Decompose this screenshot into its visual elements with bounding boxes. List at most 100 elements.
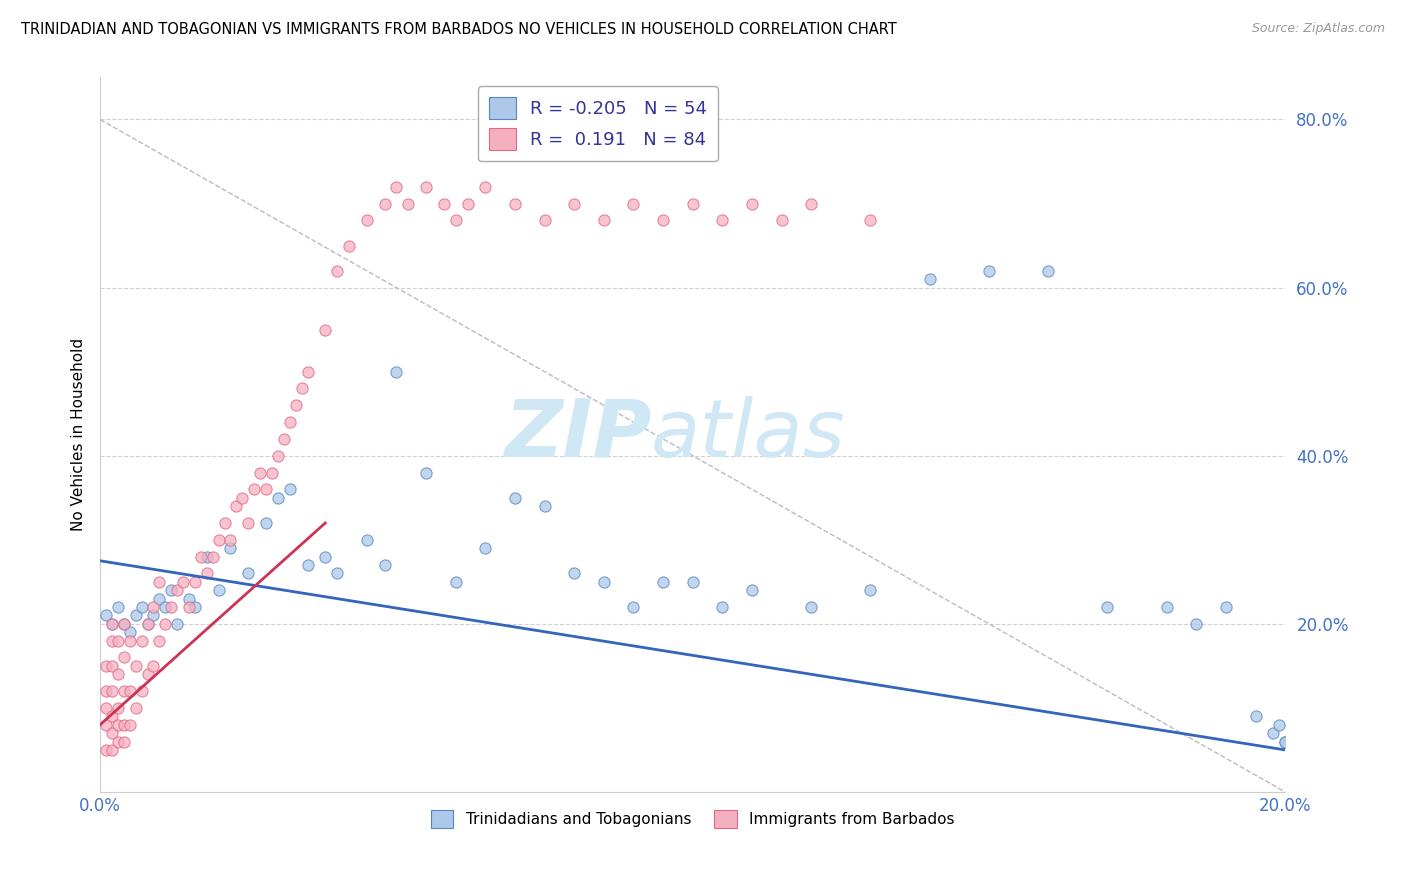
- Text: Source: ZipAtlas.com: Source: ZipAtlas.com: [1251, 22, 1385, 36]
- Point: [94, 717, 117, 731]
- Point: [623, 600, 645, 615]
- Point: [136, 616, 159, 631]
- Point: [101, 726, 124, 740]
- Point: [112, 717, 135, 731]
- Point: [112, 734, 135, 748]
- Point: [172, 574, 194, 589]
- Point: [503, 196, 526, 211]
- Point: [125, 658, 148, 673]
- Point: [208, 533, 231, 547]
- Point: [267, 449, 290, 463]
- Point: [415, 179, 437, 194]
- Point: [214, 516, 236, 530]
- Point: [131, 633, 153, 648]
- Point: [433, 196, 456, 211]
- Point: [101, 709, 124, 723]
- Point: [148, 633, 170, 648]
- Point: [155, 600, 177, 615]
- Point: [94, 658, 117, 673]
- Point: [682, 574, 704, 589]
- Point: [770, 213, 793, 227]
- Text: atlas: atlas: [651, 396, 846, 474]
- Point: [444, 213, 467, 227]
- Point: [112, 684, 135, 698]
- Point: [148, 591, 170, 606]
- Point: [101, 684, 124, 698]
- Point: [112, 616, 135, 631]
- Point: [238, 516, 260, 530]
- Point: [337, 238, 360, 252]
- Point: [859, 583, 882, 598]
- Point: [225, 499, 247, 513]
- Point: [1244, 709, 1267, 723]
- Point: [142, 600, 165, 615]
- Point: [118, 633, 141, 648]
- Point: [859, 213, 882, 227]
- Point: [385, 179, 408, 194]
- Point: [533, 499, 555, 513]
- Point: [148, 574, 170, 589]
- Text: ZIP: ZIP: [503, 396, 651, 474]
- Point: [112, 650, 135, 665]
- Point: [1038, 264, 1060, 278]
- Point: [278, 483, 301, 497]
- Point: [208, 583, 231, 598]
- Point: [184, 574, 207, 589]
- Point: [291, 382, 314, 396]
- Point: [107, 717, 129, 731]
- Point: [249, 466, 271, 480]
- Point: [243, 483, 266, 497]
- Point: [142, 608, 165, 623]
- Point: [254, 483, 277, 497]
- Y-axis label: No Vehicles in Household: No Vehicles in Household: [72, 338, 86, 532]
- Point: [273, 432, 295, 446]
- Point: [356, 533, 378, 547]
- Point: [260, 466, 283, 480]
- Point: [396, 196, 419, 211]
- Point: [177, 591, 200, 606]
- Point: [101, 633, 124, 648]
- Point: [562, 196, 585, 211]
- Point: [101, 658, 124, 673]
- Point: [652, 213, 675, 227]
- Point: [131, 600, 153, 615]
- Point: [1274, 734, 1296, 748]
- Point: [118, 684, 141, 698]
- Point: [107, 600, 129, 615]
- Point: [136, 667, 159, 681]
- Point: [190, 549, 212, 564]
- Point: [977, 264, 1000, 278]
- Point: [278, 415, 301, 429]
- Point: [326, 566, 349, 581]
- Point: [155, 616, 177, 631]
- Point: [136, 616, 159, 631]
- Point: [254, 516, 277, 530]
- Point: [1097, 600, 1119, 615]
- Point: [118, 717, 141, 731]
- Point: [356, 213, 378, 227]
- Point: [474, 179, 496, 194]
- Point: [297, 365, 319, 379]
- Point: [112, 616, 135, 631]
- Point: [94, 701, 117, 715]
- Point: [1274, 734, 1296, 748]
- Point: [374, 196, 396, 211]
- Point: [1185, 616, 1208, 631]
- Point: [444, 574, 467, 589]
- Point: [142, 658, 165, 673]
- Point: [107, 734, 129, 748]
- Point: [94, 743, 117, 757]
- Point: [314, 323, 336, 337]
- Text: TRINIDADIAN AND TOBAGONIAN VS IMMIGRANTS FROM BARBADOS NO VEHICLES IN HOUSEHOLD : TRINIDADIAN AND TOBAGONIAN VS IMMIGRANTS…: [21, 22, 897, 37]
- Point: [741, 583, 763, 598]
- Point: [101, 616, 124, 631]
- Point: [166, 583, 188, 598]
- Point: [533, 213, 555, 227]
- Point: [101, 616, 124, 631]
- Point: [125, 701, 148, 715]
- Point: [415, 466, 437, 480]
- Point: [503, 491, 526, 505]
- Point: [682, 196, 704, 211]
- Point: [918, 272, 941, 286]
- Point: [800, 196, 823, 211]
